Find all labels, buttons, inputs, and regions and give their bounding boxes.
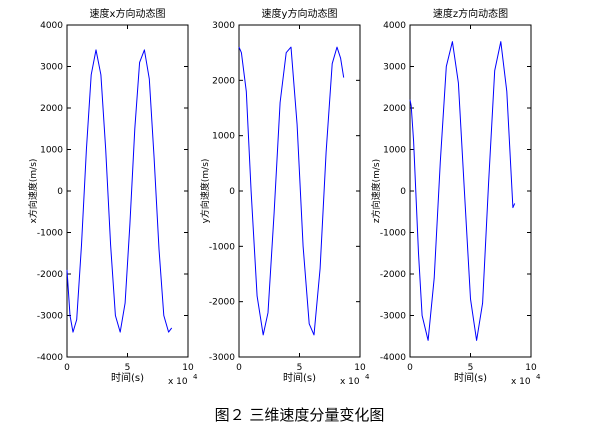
y-tick-label: 0 xyxy=(400,187,406,197)
x-exponent-power: 4 xyxy=(536,373,541,381)
y-tick-label: -1000 xyxy=(380,229,406,239)
series-line-1 xyxy=(238,46,345,336)
y-tick-label: 3000 xyxy=(383,63,406,73)
y-tick-label: -2000 xyxy=(37,270,63,280)
chart-title: 速度y方向动态图 xyxy=(262,7,338,20)
series-line-1 xyxy=(409,41,516,341)
x-tick-label: 5 xyxy=(297,363,303,373)
x-tick-label: 10 xyxy=(525,363,537,373)
axes-box xyxy=(66,24,189,358)
x-tick-label: 0 xyxy=(236,363,242,373)
x-axis-label: 时间(s) xyxy=(454,371,487,384)
x-exponent: x 10 xyxy=(168,377,188,387)
y-tick-label: -3000 xyxy=(209,353,235,363)
y-tick-label: 3000 xyxy=(212,21,235,31)
series-line-1 xyxy=(66,49,173,333)
x-tick-label: 0 xyxy=(407,363,413,373)
axes-box xyxy=(409,24,532,358)
y-tick-label: -3000 xyxy=(37,312,63,322)
x-exponent-power: 4 xyxy=(193,373,198,381)
y-tick-label: -2000 xyxy=(380,270,406,280)
x-axis-label: 时间(s) xyxy=(283,371,316,384)
y-tick-label: 4000 xyxy=(383,21,406,31)
y-tick-label: 2000 xyxy=(383,104,406,114)
y-tick-label: -2000 xyxy=(209,298,235,308)
y-axis-label: y方向速度(m/s) xyxy=(199,159,211,224)
y-tick-label: -4000 xyxy=(380,353,406,363)
axes-box xyxy=(238,24,361,358)
y-tick-label: 1000 xyxy=(212,132,235,142)
chart-panel-3: -4000 -3000 -2000 -1000 0 1000 2000 3000 4000 0 5 1… xyxy=(370,7,541,387)
x-tick-label: 10 xyxy=(182,363,194,373)
x-exponent: x 10 xyxy=(511,377,531,387)
y-tick-label: -1000 xyxy=(209,242,235,252)
chart-panel-2: -3000 -2000 -1000 0 1000 2000 3000 0 5 10 速度y方向动态图… xyxy=(199,7,370,387)
x-exponent-power: 4 xyxy=(365,373,370,381)
y-tick-label: 4000 xyxy=(40,21,63,31)
x-tick-label: 0 xyxy=(64,363,70,373)
y-tick-label: 2000 xyxy=(40,104,63,114)
x-tick-label: 5 xyxy=(125,363,131,373)
y-tick-label: 0 xyxy=(229,187,235,197)
x-exponent: x 10 xyxy=(340,377,360,387)
y-tick-label: -3000 xyxy=(380,312,406,322)
y-tick-label: 3000 xyxy=(40,63,63,73)
y-tick-label: -4000 xyxy=(37,353,63,363)
chart-title: 速度z方向动态图 xyxy=(433,7,508,20)
y-tick-label: 0 xyxy=(57,187,63,197)
y-tick-label: 2000 xyxy=(212,76,235,86)
x-axis-label: 时间(s) xyxy=(111,371,144,384)
figure-caption: 图２ 三维速度分量变化图 xyxy=(214,406,385,424)
y-axis-label: z方向速度(m/s) xyxy=(370,159,382,223)
chart-panel-1: -4000 -3000 -2000 -1000 0 1000 2000 3000 4000 0 5 1… xyxy=(27,7,198,387)
x-tick-label: 5 xyxy=(468,363,474,373)
x-tick-label: 10 xyxy=(354,363,366,373)
y-tick-label: 1000 xyxy=(383,146,406,156)
y-tick-label: -1000 xyxy=(37,229,63,239)
chart-title: 速度x方向动态图 xyxy=(90,7,166,20)
y-axis-label: x方向速度(m/s) xyxy=(27,159,39,224)
y-tick-label: 1000 xyxy=(40,146,63,156)
